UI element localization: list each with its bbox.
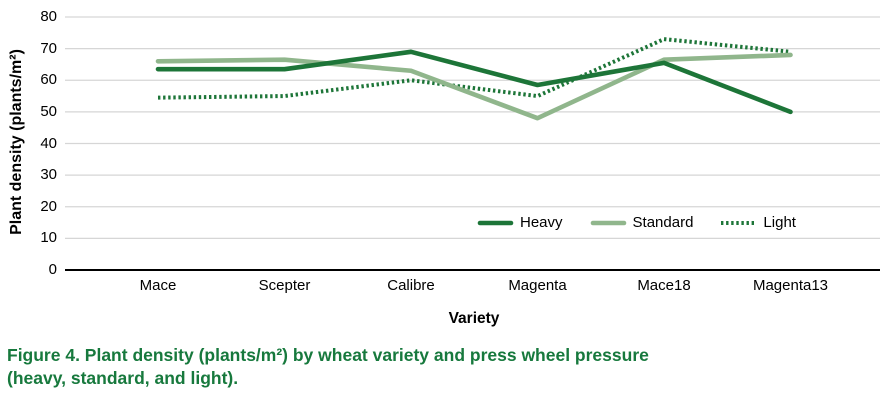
y-tick-label: 30 [40, 166, 57, 184]
x-category-label: Mace18 [637, 277, 691, 294]
legend-swatch-solid-line [477, 220, 514, 226]
figure-caption-line-1: Figure 4. Plant density (plants/m²) by w… [7, 345, 649, 365]
x-category-label: Magenta [508, 277, 567, 294]
series-line-standard [155, 52, 793, 121]
series-line-light [157, 37, 791, 100]
y-tick-label: 0 [48, 261, 57, 278]
x-category-label: Calibre [387, 277, 435, 294]
legend-swatch-dotted-line [721, 221, 757, 225]
legend-item-heavy: Heavy [477, 214, 563, 232]
legend-label: Heavy [520, 214, 563, 231]
legend-label: Standard [632, 214, 694, 231]
legend-item-light: Light [720, 214, 796, 232]
x-category-label: Magenta13 [752, 277, 829, 294]
series-line-heavy [155, 49, 793, 115]
legend-item-standard: Standard [590, 214, 694, 232]
x-axis-title: Variety [448, 310, 500, 327]
y-tick-label: 40 [40, 134, 57, 152]
y-tick-label: 70 [40, 39, 57, 57]
y-tick-label: 10 [40, 229, 57, 247]
x-category-label: Scepter [258, 277, 311, 294]
legend: Heavy Standard Light [477, 214, 796, 232]
x-category-label: Mace [139, 277, 177, 294]
y-tick-label: 60 [40, 71, 57, 89]
figure-caption-line-2: (heavy, standard, and light). [7, 368, 239, 388]
y-tick-label: 50 [40, 102, 57, 120]
legend-label: Light [763, 214, 796, 231]
plot-area [65, 16, 880, 271]
figure-caption: Figure 4. Plant density (plants/m²) by w… [7, 344, 767, 390]
y-tick-label: 80 [40, 8, 57, 25]
legend-swatch-solid-line [590, 220, 626, 226]
y-tick-label: 20 [40, 197, 57, 215]
